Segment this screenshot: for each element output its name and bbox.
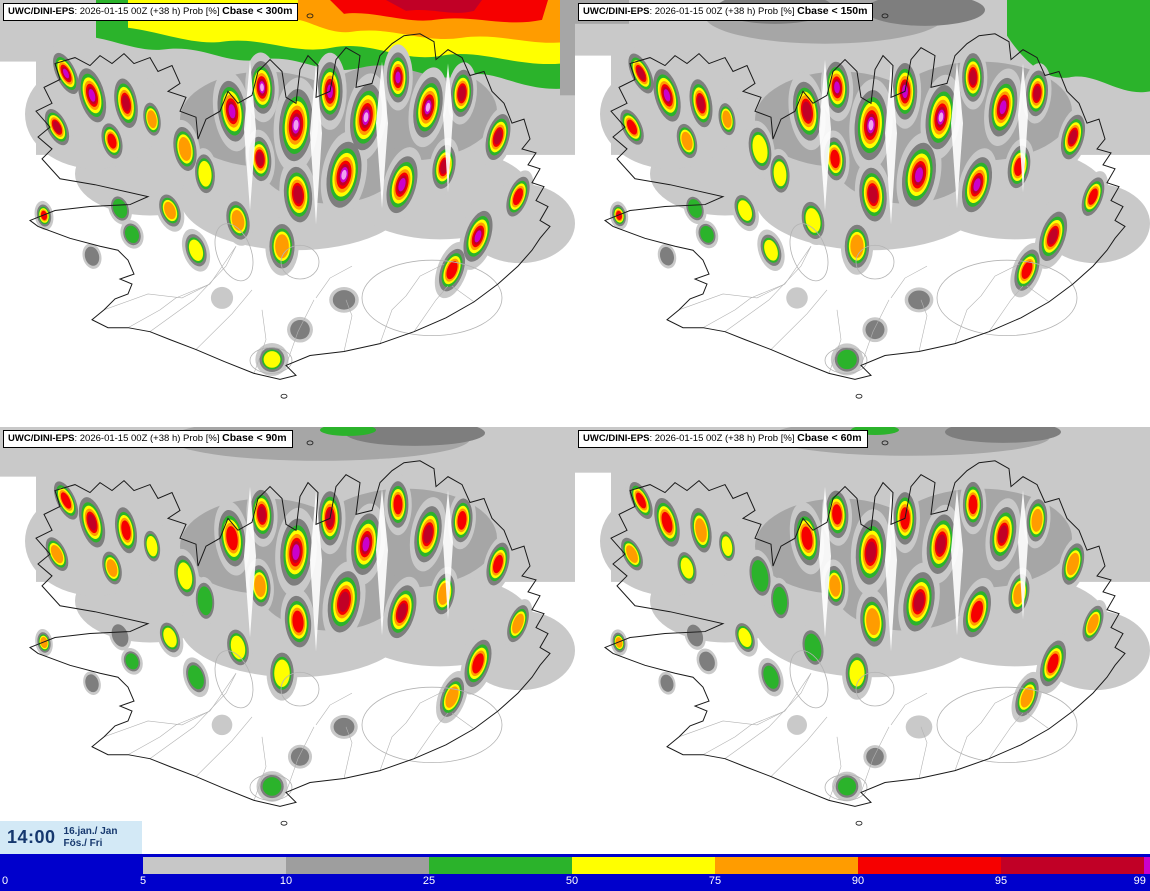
model-name: UWC/DINI-EPS	[583, 433, 650, 444]
colorbar-tick: 0	[2, 875, 9, 887]
weather-map-cbase-300m	[0, 0, 575, 399]
colorbar-segment-25-50	[429, 857, 572, 874]
time-date: 16.jan./ Jan Fös./ Fri	[64, 826, 118, 850]
map-panel-cbase-150m: UWC/DINI-EPS: 2026-01-15 00Z (+38 h) Pro…	[575, 0, 1150, 427]
date-line: 16.jan./ Jan	[63, 825, 118, 837]
time-clock: 14:00	[7, 827, 56, 847]
colorbar-tick: 99	[1133, 875, 1146, 887]
colorbar-tick: 90	[851, 875, 865, 887]
model-name: UWC/DINI-EPS	[583, 6, 650, 17]
colorbar-segment-50-75	[572, 857, 715, 874]
threshold-label: Cbase < 150m	[797, 5, 868, 17]
weather-map-cbase-90m	[0, 427, 575, 826]
colorbar-gradient	[143, 857, 1150, 874]
day-line: Fös./ Fri	[63, 837, 103, 849]
run-info: : 2026-01-15 00Z (+38 h) Prob [%]	[649, 433, 798, 444]
colorbar-segment-99+	[1144, 857, 1150, 874]
panel-title-300m: UWC/DINI-EPS: 2026-01-15 00Z (+38 h) Pro…	[3, 3, 299, 21]
run-info: : 2026-01-15 00Z (+38 h) Prob [%]	[74, 6, 223, 17]
colorbar-tick: 25	[422, 875, 436, 887]
colorbar-tick: 10	[279, 875, 293, 887]
weather-map-cbase-60m	[575, 427, 1150, 826]
colorbar-tick: 95	[994, 875, 1008, 887]
colorbar-tick: 75	[708, 875, 722, 887]
colorbar-segment-90-95	[858, 857, 1001, 874]
map-panel-cbase-60m: UWC/DINI-EPS: 2026-01-15 00Z (+38 h) Pro…	[575, 427, 1150, 854]
panel-title-90m: UWC/DINI-EPS: 2026-01-15 00Z (+38 h) Pro…	[3, 430, 293, 448]
colorbar-segment-95-99	[1001, 857, 1144, 874]
probability-colorbar: 0 5 10 25 50 75 90 95 99	[0, 854, 1150, 891]
run-info: : 2026-01-15 00Z (+38 h) Prob [%]	[649, 6, 798, 17]
model-name: UWC/DINI-EPS	[8, 6, 75, 17]
colorbar-tick: 50	[565, 875, 579, 887]
colorbar-segment-5-10	[143, 857, 286, 874]
model-name: UWC/DINI-EPS	[8, 433, 75, 444]
colorbar-segment-75-90	[715, 857, 858, 874]
map-panel-cbase-90m: UWC/DINI-EPS: 2026-01-15 00Z (+38 h) Pro…	[0, 427, 575, 854]
map-grid: UWC/DINI-EPS: 2026-01-15 00Z (+38 h) Pro…	[0, 0, 1150, 854]
threshold-label: Cbase < 90m	[222, 432, 287, 444]
time-display: 14:00 16.jan./ Jan Fös./ Fri	[0, 821, 142, 854]
colorbar-tick: 5	[139, 875, 147, 887]
map-panel-cbase-300m: UWC/DINI-EPS: 2026-01-15 00Z (+38 h) Pro…	[0, 0, 575, 427]
weather-map-cbase-150m	[575, 0, 1150, 399]
panel-title-150m: UWC/DINI-EPS: 2026-01-15 00Z (+38 h) Pro…	[578, 3, 874, 21]
panel-title-60m: UWC/DINI-EPS: 2026-01-15 00Z (+38 h) Pro…	[578, 430, 868, 448]
run-info: : 2026-01-15 00Z (+38 h) Prob [%]	[74, 433, 223, 444]
threshold-label: Cbase < 60m	[797, 432, 862, 444]
threshold-label: Cbase < 300m	[222, 5, 293, 17]
colorbar-segment-10-25	[286, 857, 429, 874]
